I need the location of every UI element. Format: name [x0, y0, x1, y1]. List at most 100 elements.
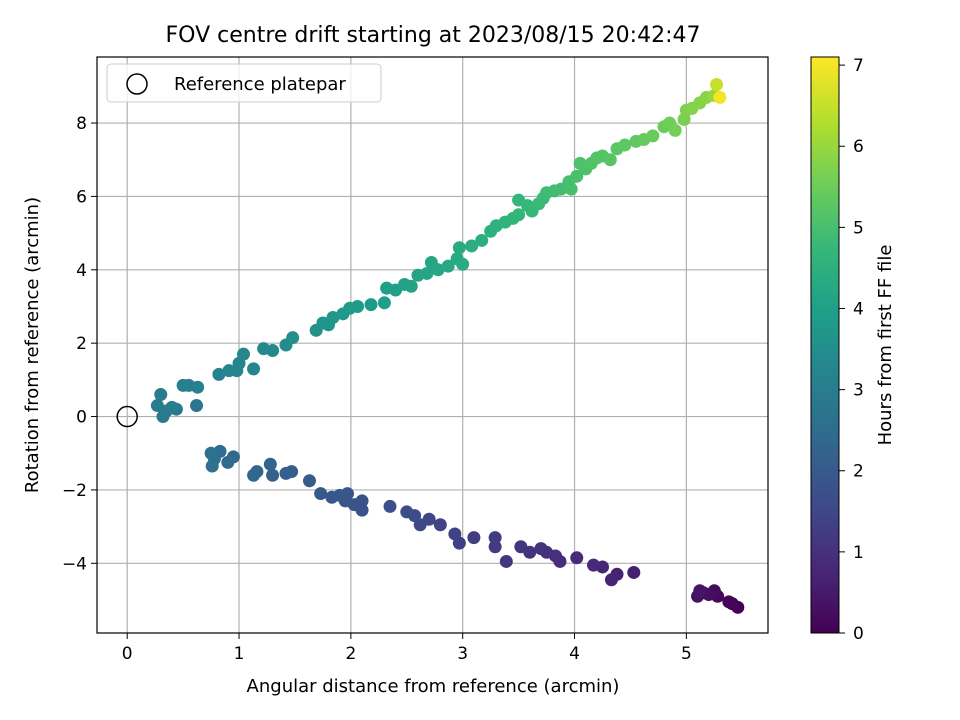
data-point	[465, 239, 479, 253]
data-point	[247, 468, 261, 482]
colorbar-tick-label: 6	[853, 137, 864, 157]
colorbar-tick-label: 1	[853, 543, 864, 563]
axes-frame	[96, 56, 769, 634]
x-tick-label: 2	[345, 644, 356, 664]
data-point	[154, 388, 168, 402]
data-point	[467, 531, 481, 545]
data-point	[627, 565, 641, 579]
data-point	[190, 399, 204, 413]
data-point	[364, 298, 378, 312]
data-point	[710, 78, 724, 92]
data-point	[722, 595, 736, 609]
data-point	[247, 362, 261, 376]
data-point	[646, 129, 660, 143]
data-point	[448, 527, 462, 541]
data-point	[212, 367, 226, 381]
data-point	[603, 153, 617, 167]
grid-lines	[97, 57, 768, 633]
data-point	[266, 468, 280, 482]
data-point	[420, 266, 434, 280]
data-point	[404, 279, 418, 293]
data-point	[587, 558, 601, 572]
data-point	[604, 573, 618, 587]
data-point	[279, 466, 293, 480]
data-point	[514, 540, 528, 554]
data-point	[441, 259, 455, 273]
x-tick-label: 3	[457, 644, 468, 664]
data-point	[431, 263, 445, 277]
colorbar-tick-label: 2	[853, 462, 864, 482]
data-point	[325, 490, 339, 504]
data-point	[377, 296, 391, 310]
legend-label-reference: Reference platepar	[174, 74, 346, 95]
data-point	[351, 299, 365, 313]
data-point	[534, 542, 548, 556]
data-point	[452, 241, 466, 255]
chart-title: FOV centre drift starting at 2023/08/15 …	[166, 23, 701, 48]
colorbar-tick-label: 3	[853, 381, 864, 401]
data-point	[204, 446, 218, 460]
colorbar-label: Hours from first FF file	[875, 245, 896, 446]
colorbar-ticks: 0 1 2 3 4 5 6 7	[839, 56, 864, 644]
data-points	[150, 78, 745, 614]
data-point	[488, 540, 502, 554]
y-axis-label: Rotation from reference (arcmin)	[22, 197, 43, 493]
data-point	[383, 499, 397, 513]
data-point	[668, 123, 682, 137]
plot-area	[97, 57, 768, 633]
data-point	[433, 518, 447, 532]
data-point	[286, 331, 300, 345]
colorbar	[810, 56, 840, 634]
data-point	[456, 257, 470, 271]
x-tick-label: 1	[234, 644, 245, 664]
x-tick-label: 5	[681, 644, 692, 664]
reference-platepar-marker	[116, 405, 138, 428]
colorbar-tick-label: 7	[853, 56, 864, 76]
data-point	[150, 399, 164, 413]
data-point	[570, 169, 584, 183]
y-tick-label: 4	[76, 261, 87, 281]
colorbar-tick-label: 4	[853, 299, 864, 319]
data-point	[570, 551, 584, 565]
colorbar-tick-label: 5	[853, 218, 864, 238]
y-tick-label: −2	[62, 481, 87, 501]
data-point	[221, 455, 235, 469]
data-point	[475, 233, 489, 247]
legend-box	[106, 63, 382, 103]
y-tick-label: −4	[62, 554, 87, 574]
data-point	[618, 138, 632, 152]
x-tick-label: 0	[122, 644, 133, 664]
data-point	[263, 457, 277, 471]
data-point	[156, 410, 170, 424]
data-point	[512, 208, 526, 222]
colorbar-gradient	[810, 56, 840, 634]
y-tick-label: 0	[76, 408, 87, 428]
legend-marker-reference	[126, 73, 148, 95]
data-point	[499, 554, 513, 568]
data-point	[237, 347, 251, 361]
data-point	[205, 459, 219, 473]
data-point	[165, 400, 179, 414]
data-point	[488, 531, 502, 545]
legend: Reference platepar	[106, 63, 382, 103]
y-tick-label: 2	[76, 334, 87, 354]
data-point	[302, 474, 316, 488]
data-point	[713, 90, 727, 104]
reference-marker	[116, 405, 138, 428]
data-point	[266, 344, 280, 358]
y-axis-ticks: −4 −2 0 2 4 6 8	[62, 114, 97, 574]
data-point	[191, 380, 205, 394]
y-tick-label: 6	[76, 187, 87, 207]
data-point	[314, 487, 328, 501]
x-tick-label: 4	[569, 644, 580, 664]
y-tick-label: 8	[76, 114, 87, 134]
x-axis-label: Angular distance from reference (arcmin)	[247, 676, 620, 697]
data-point	[564, 182, 578, 196]
data-point	[693, 584, 707, 598]
data-point	[326, 310, 340, 324]
plot-background	[97, 57, 768, 633]
plot-frame	[96, 56, 769, 634]
data-point	[400, 505, 414, 519]
colorbar-tick-label: 0	[853, 624, 864, 644]
